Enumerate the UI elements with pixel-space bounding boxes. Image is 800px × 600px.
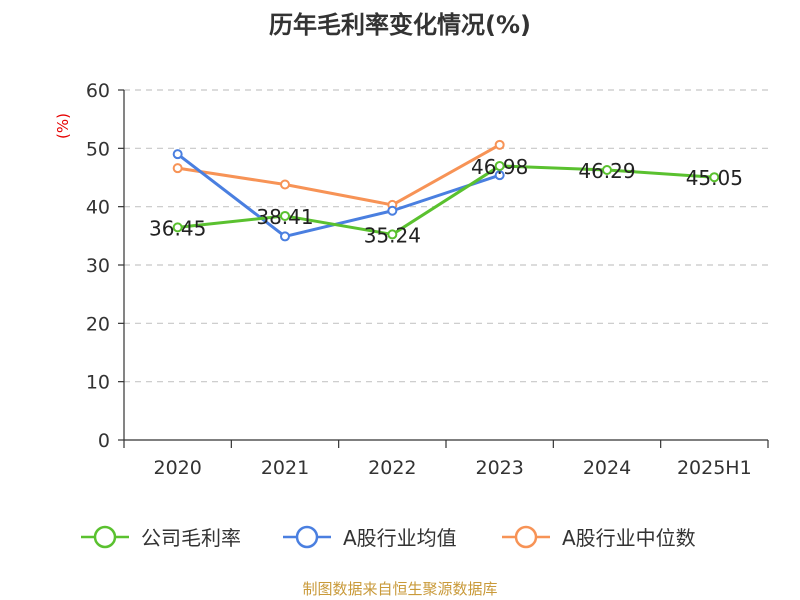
legend-label: A股行业中位数 — [562, 526, 696, 550]
x-tick-label: 2021 — [261, 457, 309, 479]
x-tick-label: 2025H1 — [677, 457, 752, 479]
data-point-0-0 — [172, 222, 183, 233]
y-tick-label: 60 — [86, 80, 110, 102]
data-labels: 36.45 38.41 35.24 46.98 46.29 45.05 — [149, 155, 743, 247]
series-line-0 — [176, 164, 716, 236]
x-tick-labels: 2020 2021 2022 2023 2024 2025H1 — [153, 457, 751, 479]
x-tick-label: 2023 — [475, 457, 523, 479]
data-point-1-0 — [172, 149, 183, 160]
data-label: 36.45 — [149, 216, 206, 240]
data-label: 38.41 — [256, 205, 313, 229]
data-point-0-4 — [602, 164, 612, 175]
legend-swatch-marker — [295, 525, 319, 549]
data-point-1-3 — [494, 170, 505, 181]
series-line-1 — [176, 152, 502, 238]
gridlines — [124, 89, 768, 383]
y-tick-label: 20 — [86, 313, 110, 335]
data-point-1-1 — [280, 231, 290, 242]
legend: 公司毛利率 A股行业均值 A股行业中位数 — [81, 525, 696, 550]
data-point-2-3 — [494, 139, 505, 150]
y-tick-label: 30 — [86, 255, 110, 277]
data-point-0-5 — [709, 172, 720, 183]
y-axis-label: (%) — [54, 113, 72, 139]
legend-label: 公司毛利率 — [141, 526, 241, 550]
data-point-2-0 — [172, 163, 183, 174]
legend-label: A股行业均值 — [343, 526, 457, 550]
y-tick-label: 40 — [86, 197, 110, 219]
legend-swatch-marker — [514, 525, 538, 549]
series-lines — [172, 139, 720, 242]
x-tick-label: 2022 — [368, 457, 416, 479]
y-tick-label: 0 — [98, 430, 110, 452]
data-label: 46.29 — [578, 159, 635, 183]
series-line-2 — [176, 143, 502, 207]
x-tick-label: 2020 — [153, 457, 201, 479]
y-tick-label: 50 — [86, 138, 110, 160]
axes — [118, 89, 769, 448]
y-tick-label: 10 — [86, 372, 110, 394]
x-tick-label: 2024 — [583, 457, 631, 479]
chart-title: 历年毛利率变化情况(%) — [269, 11, 531, 39]
data-point-0-3 — [494, 160, 505, 171]
data-label: 35.24 — [364, 223, 421, 247]
y-tick-labels: 0 10 20 30 40 50 60 — [86, 80, 110, 452]
source-note: 制图数据来自恒生聚源数据库 — [302, 580, 497, 598]
data-label: 46.98 — [471, 155, 528, 179]
data-label: 45.05 — [686, 166, 743, 190]
data-point-0-2 — [387, 229, 398, 240]
data-point-1-2 — [387, 205, 398, 216]
data-point-0-1 — [280, 210, 290, 221]
data-point-2-1 — [280, 179, 290, 190]
legend-swatch-marker — [93, 525, 117, 549]
